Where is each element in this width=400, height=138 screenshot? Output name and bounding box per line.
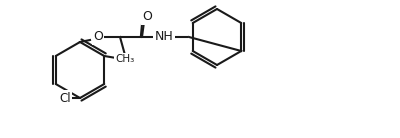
Text: NH: NH	[155, 30, 173, 43]
Text: O: O	[142, 10, 152, 23]
Text: Cl: Cl	[59, 91, 71, 104]
Text: CH₃: CH₃	[115, 56, 134, 66]
Text: CH₃: CH₃	[115, 54, 135, 64]
Text: O: O	[93, 30, 103, 43]
